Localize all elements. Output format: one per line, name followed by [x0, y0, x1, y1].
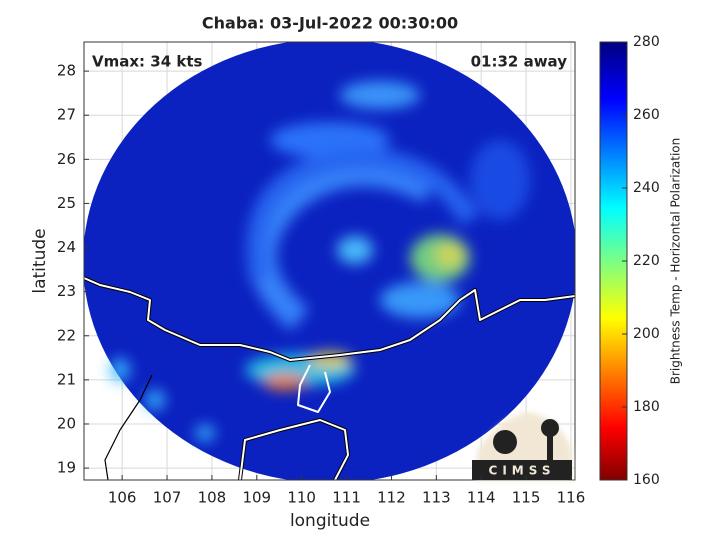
- annotation-right: 01:32 away: [471, 53, 568, 71]
- colorbar-tick-label: 200: [633, 326, 660, 342]
- x-tick-label: 113: [422, 489, 451, 507]
- y-axis-label: latitude: [30, 228, 50, 293]
- colorbar-tick-label: 260: [633, 107, 660, 123]
- logo: CIMSS: [472, 412, 572, 480]
- colorbar-tick-label: 160: [633, 472, 660, 488]
- y-tick-label: 28: [57, 62, 76, 80]
- satellite-image: [84, 42, 575, 480]
- x-tick-label: 115: [512, 489, 541, 507]
- plot-frame: [83, 41, 576, 481]
- colorbar-tick-label: 280: [633, 34, 660, 50]
- y-tick-label: 26: [57, 150, 76, 168]
- annotation-left: Vmax: 34 kts: [92, 53, 202, 71]
- colorbar-tick-label: 240: [633, 180, 660, 196]
- x-axis-label: longitude: [290, 511, 370, 531]
- x-tick-label: 110: [287, 489, 316, 507]
- y-tick-label: 27: [57, 106, 76, 124]
- x-tick-label: 116: [557, 489, 586, 507]
- x-tick-label: 106: [108, 489, 137, 507]
- x-tick-label: 114: [467, 489, 496, 507]
- logo-text: CIMSS: [489, 464, 556, 478]
- y-tick-label: 19: [57, 459, 76, 477]
- x-tick-label: 107: [153, 489, 182, 507]
- y-tick-label: 23: [57, 282, 76, 300]
- y-tick-label: 21: [57, 370, 76, 388]
- y-tick-label: 25: [57, 194, 76, 212]
- x-tick-label: 111: [332, 489, 361, 507]
- y-tick-label: 22: [57, 326, 76, 344]
- chart-title: Chaba: 03-Jul-2022 00:30:00: [202, 14, 458, 33]
- colorbar-tick-label: 180: [633, 399, 660, 415]
- x-tick-label: 112: [377, 489, 406, 507]
- y-tick-label: 20: [57, 414, 76, 432]
- colorbar-tick-label: 220: [633, 253, 660, 269]
- x-tick-label: 109: [242, 489, 271, 507]
- y-tick-label: 24: [57, 238, 76, 256]
- colorbar-label: Brightness Temp - Horizontal Polarizatio…: [669, 138, 683, 385]
- x-tick-label: 108: [198, 489, 227, 507]
